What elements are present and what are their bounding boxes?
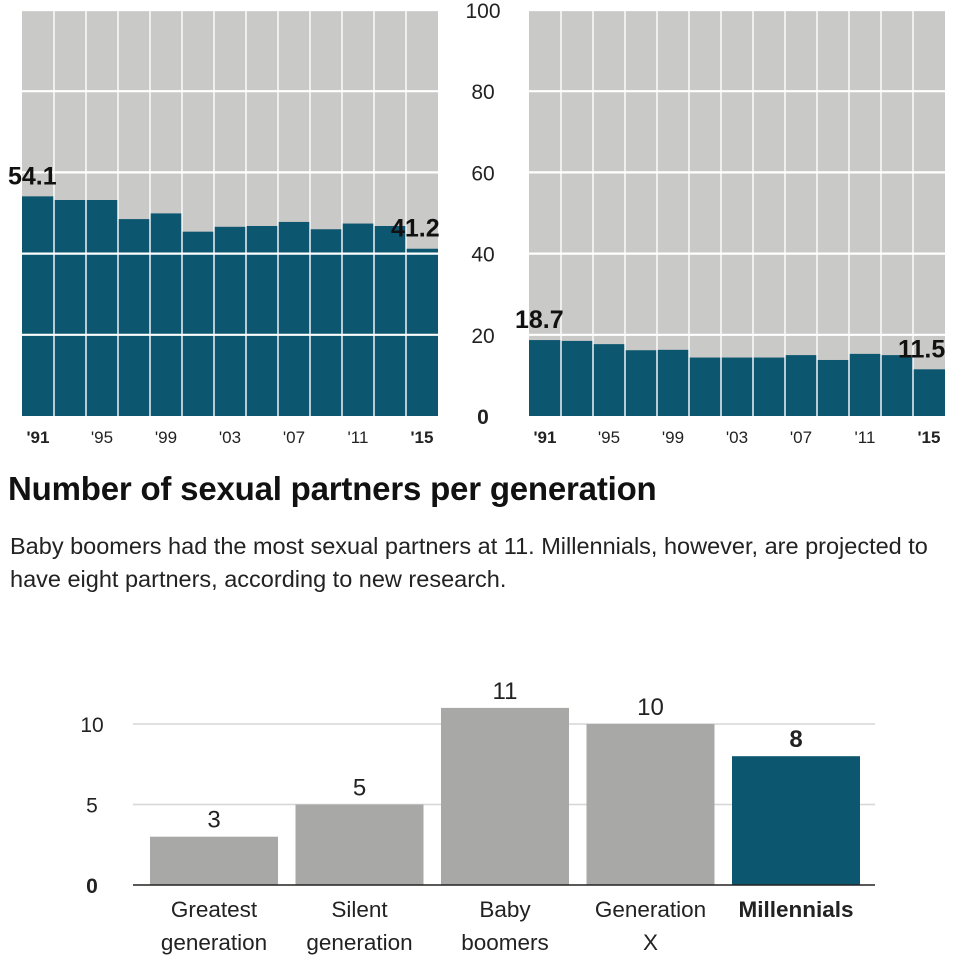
y-axis-tick-label: 80 (471, 81, 494, 104)
right-bar-4 (657, 349, 689, 416)
right-bar-10 (849, 353, 881, 416)
right-x-tick-label: '15 (918, 428, 941, 447)
gen-bar-0 (150, 836, 278, 885)
left-bar-8 (278, 221, 310, 416)
right-x-tick-label: '03 (726, 428, 748, 447)
left-bar-5 (182, 231, 214, 416)
right-value-annotation: 11.5 (898, 335, 945, 363)
gen-category-label: Greatest (171, 897, 258, 922)
left-bar-10 (342, 223, 374, 416)
gen-value-label: 3 (207, 807, 220, 834)
gen-category-label: Silent (331, 897, 388, 922)
y-axis-tick-label: 40 (471, 244, 494, 267)
left-bar-7 (246, 225, 278, 416)
right-x-tick-label: '99 (662, 428, 684, 447)
right-bar-3 (625, 350, 657, 416)
generation-chart-subtitle: Baby boomers had the most sexual partner… (10, 533, 928, 592)
left-bar-0 (22, 196, 54, 416)
gen-value-label: 8 (789, 726, 802, 753)
right-x-tick-label: '91 (534, 428, 557, 447)
gen-bar-2 (441, 707, 569, 885)
left-x-tick-label: '99 (155, 428, 177, 447)
right-x-tick-label: '07 (790, 428, 812, 447)
left-bar-11 (374, 225, 406, 416)
left-value-annotation: 41.2 (391, 215, 440, 243)
left-bar-1 (54, 200, 86, 416)
right-x-tick-label: '95 (598, 428, 620, 447)
left-bar-4 (150, 213, 182, 416)
left-x-tick-label: '91 (27, 428, 50, 447)
left-x-tick-label: '11 (348, 428, 369, 447)
left-bar-6 (214, 226, 246, 416)
gen-y-tick-label: 0 (86, 875, 98, 898)
gen-category-label: generation (161, 930, 267, 955)
right-value-annotation: 18.7 (515, 306, 564, 334)
gen-bar-4 (732, 756, 860, 885)
right-bar-11 (881, 355, 913, 416)
gen-category-label: Millennials (738, 897, 853, 922)
gen-value-label: 10 (637, 694, 664, 721)
right-bar-8 (785, 355, 817, 416)
gen-value-label: 5 (353, 775, 366, 802)
right-panel: '91 '95 '99 '03 '07 '11 '15 18.7 11.5 (515, 8, 945, 447)
gen-category-label: X (643, 930, 658, 955)
left-value-annotation: 54.1 (8, 162, 57, 190)
left-bar-9 (310, 229, 342, 416)
gen-bar-3 (586, 724, 715, 885)
gen-category-label: generation (306, 930, 412, 955)
gen-category-label: Baby (479, 897, 531, 922)
left-bar-12 (406, 248, 438, 416)
gen-y-tick-label: 5 (86, 795, 98, 818)
gen-value-label: 11 (493, 678, 518, 705)
right-bar-5 (689, 357, 721, 416)
right-bar-12 (913, 369, 945, 416)
gen-category-label: boomers (461, 930, 549, 955)
y-axis-tick-label: 100 (465, 0, 500, 23)
left-x-tick-label: '07 (283, 428, 305, 447)
left-panel: '91 '95 '99 '03 '07 '11 '15 54.1 41.2 (8, 8, 440, 447)
generation-bar-chart: 0 5 10 3 Greatest generation 5 Silent generation… (80, 678, 875, 955)
y-axis-tick-label: 60 (471, 162, 494, 185)
right-bar-2 (593, 344, 625, 416)
right-bar-9 (817, 359, 849, 416)
left-x-tick-label: '03 (219, 428, 241, 447)
left-bar-2 (86, 200, 118, 416)
generation-chart-title: Number of sexual partners per generation (8, 470, 657, 507)
gen-y-tick-label: 10 (80, 714, 103, 737)
right-bar-7 (753, 357, 785, 416)
right-bar-0 (529, 340, 561, 416)
y-axis-tick-label: 20 (471, 325, 494, 348)
left-x-tick-label: '95 (91, 428, 113, 447)
right-x-tick-label: '11 (855, 428, 876, 447)
y-axis-tick-label: 0 (477, 406, 489, 429)
left-bar-3 (118, 219, 150, 416)
gen-bar-1 (295, 804, 424, 885)
left-x-tick-label: '15 (411, 428, 434, 447)
right-bar-6 (721, 357, 753, 416)
gen-category-label: Generation (595, 897, 706, 922)
right-bar-1 (561, 340, 593, 416)
